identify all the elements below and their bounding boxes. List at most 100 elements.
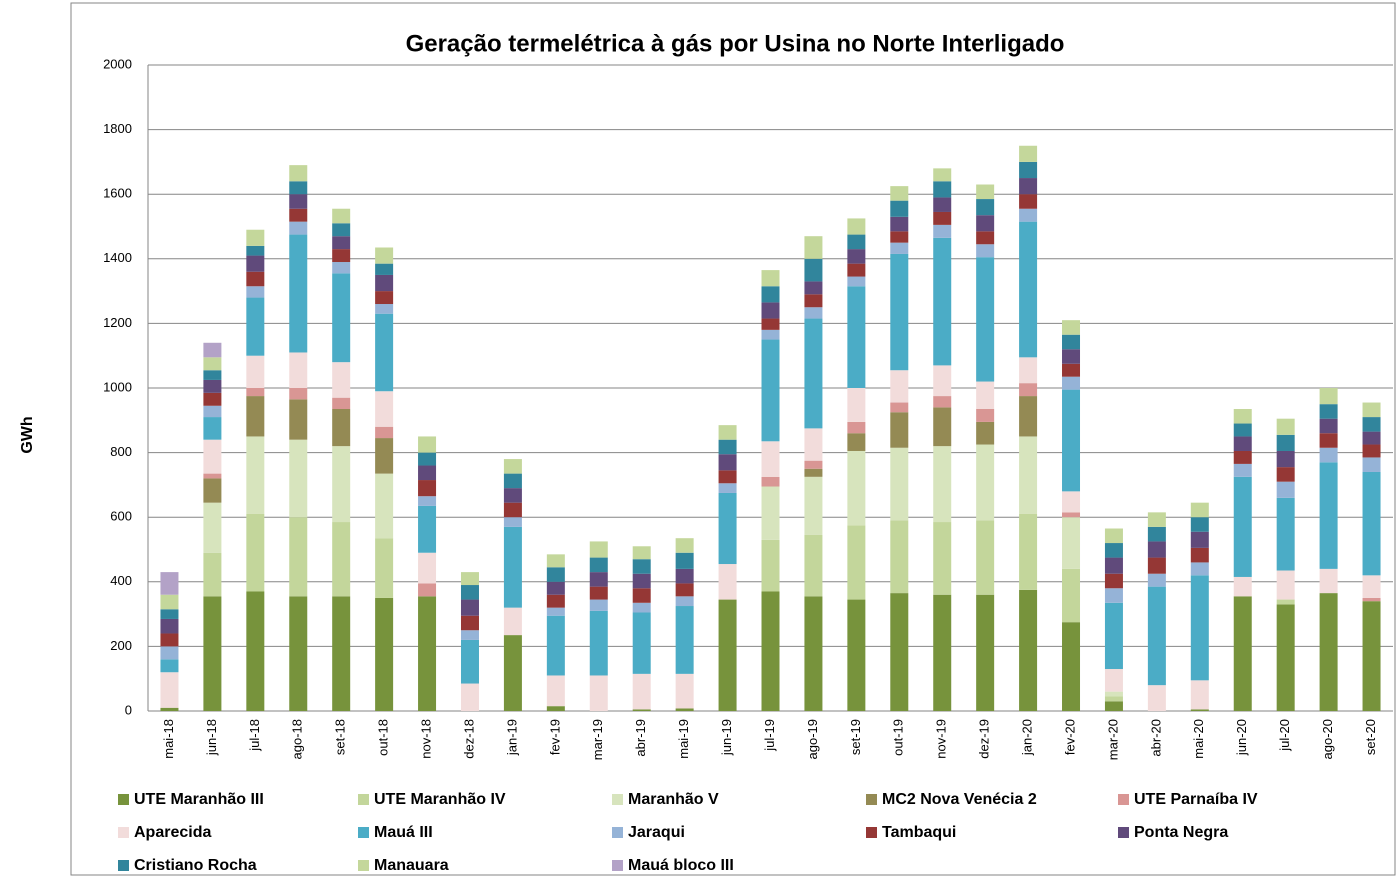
bar-segment	[890, 231, 909, 243]
bar-segment	[1362, 444, 1381, 458]
bar-segment	[460, 639, 479, 684]
x-tick-label: jun-20	[1234, 719, 1249, 756]
bar-segment	[976, 199, 995, 216]
bar-segment	[1104, 696, 1123, 702]
bar-segment	[246, 286, 265, 298]
bar-segment	[460, 615, 479, 631]
bar-segment	[332, 236, 351, 250]
bar-segment	[1147, 541, 1166, 558]
y-axis-label: GWh	[19, 416, 36, 453]
legend-swatch	[358, 860, 369, 871]
legend-label: Jaraqui	[628, 824, 685, 841]
bar-segment	[332, 249, 351, 263]
bar-segment	[847, 433, 866, 451]
bar-segment	[375, 263, 394, 275]
bar-segment	[289, 352, 308, 388]
bar-segment	[203, 596, 222, 711]
bar-segment	[375, 426, 394, 439]
bar-segment	[1147, 512, 1166, 527]
bar-segment	[718, 425, 737, 440]
bar-segment	[1062, 334, 1081, 350]
bar-segment	[1362, 601, 1381, 711]
bar-segment	[1276, 467, 1295, 482]
bar-segment	[246, 436, 265, 514]
bar-segment	[1062, 622, 1081, 711]
bar-segment	[933, 365, 952, 397]
bar-segment	[418, 452, 437, 466]
bar-segment	[761, 286, 780, 303]
bar-segment	[546, 607, 565, 616]
bar-segment	[503, 607, 522, 636]
x-tick-label: mai-19	[676, 719, 691, 759]
bar-segment	[933, 522, 952, 595]
bar-segment	[1104, 691, 1123, 697]
bar-segment	[1276, 481, 1295, 498]
bar-segment	[804, 294, 823, 308]
bar-segment	[1319, 447, 1338, 463]
bar-segment	[1362, 402, 1381, 418]
bar-segment	[675, 606, 694, 674]
bar-segment	[761, 486, 780, 540]
bar-segment	[1190, 531, 1209, 548]
bar-segment	[289, 517, 308, 597]
bar-segment	[976, 381, 995, 409]
bar-segment	[503, 517, 522, 527]
bar-segment	[804, 476, 823, 535]
bar-segment	[1062, 376, 1081, 390]
bar-segment	[976, 520, 995, 595]
bar-segment	[246, 591, 265, 711]
bar-segment	[632, 546, 651, 560]
bar-segment	[1190, 709, 1209, 711]
bar-segment	[246, 245, 265, 256]
bar-segment	[289, 181, 308, 195]
bar-segment	[761, 318, 780, 330]
bar-segment	[804, 534, 823, 597]
bar-segment	[933, 181, 952, 198]
bar-segment	[890, 593, 909, 711]
bar-segment	[933, 224, 952, 238]
legend-swatch	[118, 860, 129, 871]
bar-segment	[632, 612, 651, 674]
bar-segment	[332, 362, 351, 398]
bar-segment	[546, 615, 565, 676]
bar-segment	[890, 520, 909, 594]
bar-segment	[804, 596, 823, 711]
bar-segment	[976, 231, 995, 245]
bar-segment	[1362, 575, 1381, 598]
bar-segment	[1104, 588, 1123, 603]
bar-segment	[289, 596, 308, 711]
bar-segment	[675, 596, 694, 607]
bar-segment	[890, 242, 909, 254]
bar-segment	[460, 630, 479, 640]
bar-segment	[1104, 602, 1123, 670]
bar-segment	[1019, 208, 1038, 222]
bar-segment	[460, 599, 479, 616]
bar-segment	[976, 408, 995, 422]
x-tick-label: abr-20	[1148, 719, 1163, 757]
bar-segment	[203, 392, 222, 406]
bar-segment	[1062, 320, 1081, 335]
bar-segment	[1104, 528, 1123, 544]
bar-segment	[203, 357, 222, 371]
bar-segment	[976, 594, 995, 711]
bar-segment	[1019, 383, 1038, 397]
bar-segment	[246, 297, 265, 356]
bar-segment	[761, 329, 780, 340]
bar-segment	[761, 476, 780, 487]
bar-segment	[589, 675, 608, 711]
bar-segment	[160, 707, 179, 711]
bar-segment	[418, 436, 437, 453]
legend-swatch	[118, 794, 129, 805]
legend-label: UTE Parnaíba IV	[1134, 791, 1258, 808]
bar-segment	[933, 407, 952, 447]
bar-segment	[332, 522, 351, 597]
bar-segment	[1190, 575, 1209, 681]
bar-segment	[1062, 512, 1081, 518]
bar-segment	[847, 218, 866, 235]
bar-segment	[847, 249, 866, 264]
bar-segment	[1104, 573, 1123, 589]
bar-segment	[632, 573, 651, 589]
bar-segment	[1319, 388, 1338, 405]
y-tick-label: 1800	[103, 121, 132, 136]
bar-segment	[976, 444, 995, 521]
